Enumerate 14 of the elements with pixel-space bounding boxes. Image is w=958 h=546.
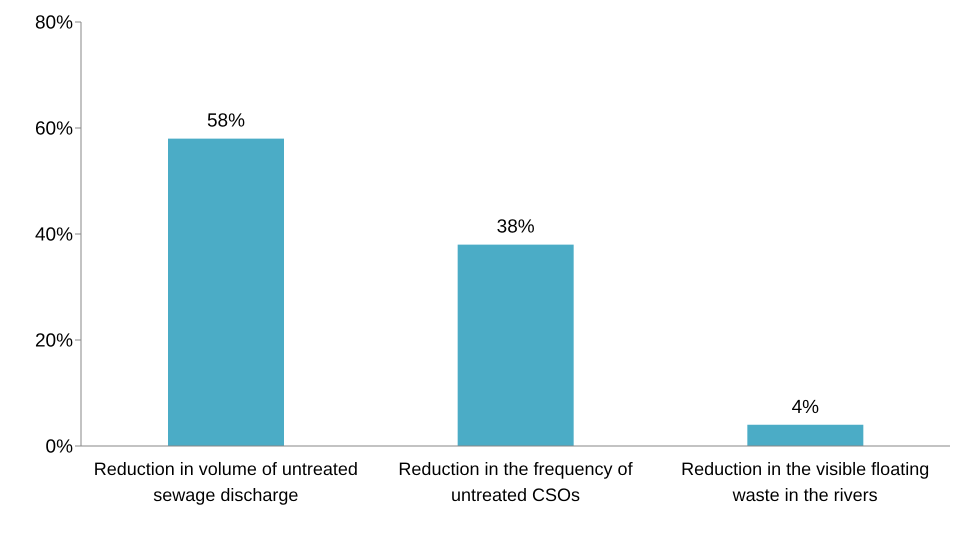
y-tick-label: 40%	[34, 224, 74, 246]
bar	[168, 138, 284, 446]
y-tick-label: 20%	[34, 330, 74, 352]
y-tick-label: 60%	[34, 118, 74, 140]
x-tick-label: Reduction in the frequency of untreated CSOs	[398, 458, 634, 505]
data-label: 38%	[496, 216, 535, 238]
bar	[747, 424, 864, 446]
bar	[458, 244, 574, 446]
data-label: 4%	[792, 396, 820, 418]
y-tick-label: 80%	[34, 12, 74, 34]
data-label: 58%	[206, 110, 246, 132]
y-tick-label: 0%	[46, 436, 74, 458]
x-tick-label: Reduction in volume of untreated sewage discharge	[94, 458, 358, 505]
x-tick-label: Reduction in the visible floating waste in the rivers	[681, 458, 930, 505]
